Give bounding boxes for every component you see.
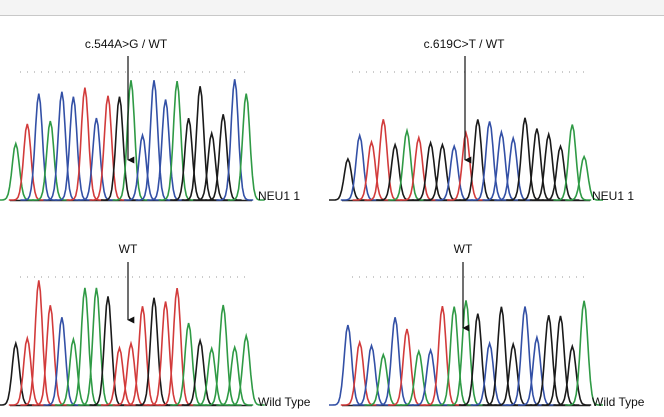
trace-peak [8,123,46,201]
trace-peak [78,117,115,201]
trace-peak [112,80,150,201]
trace-peak [43,91,81,201]
top-bar [0,0,664,15]
sample-label: Wild Type [258,395,311,409]
trace-peak [20,93,58,201]
trace-peak [89,95,127,201]
trace-peak [216,79,254,201]
trace-peak [43,317,81,406]
trace-peak [364,119,403,201]
trace-peak [411,347,450,406]
trace-peak [170,118,208,201]
trace-peak [364,352,403,406]
trace-peak [31,120,69,201]
trace-peak [135,297,173,406]
trace-peak [8,335,46,406]
sample-label: NEU1 1 [258,189,300,203]
trace-peak [470,340,509,406]
trace-peak [352,343,391,406]
trace-peak [0,141,35,201]
trace-peak [158,80,196,201]
trace-peak [494,135,533,201]
trace-peak [124,306,161,406]
trace-peak [506,117,544,201]
trace-peak [101,345,138,406]
trace-peak [0,340,35,406]
sample-label: NEU1 1 [592,189,634,203]
trace-peak [135,80,173,201]
trace-peak [54,336,92,406]
trace-peak [399,348,438,406]
mutation-label: WT [119,242,138,256]
trace-peak [227,332,265,406]
trace-peak [329,157,367,201]
mutation-label: c.619C>T / WT [424,37,505,51]
trace-peak [66,287,104,406]
trace-peak [376,142,414,201]
trace-peak [565,154,603,201]
trace-peak [147,99,184,201]
trace-peak [181,337,219,406]
trace-peak [494,341,533,406]
trace-peak [553,124,592,201]
trace-peak [529,131,568,201]
trace-peak [170,322,208,406]
trace-peak [352,139,391,201]
trace-peak [506,306,544,406]
trace-peak [329,324,367,406]
trace-peak [388,328,426,406]
trace-peak [541,143,580,201]
mutation-label: WT [454,242,473,256]
trace-peak [112,340,150,406]
trace-peak [54,96,92,201]
trace-peak [216,344,254,406]
trace-peak [482,306,521,406]
trace-peak [518,334,556,406]
trace-peak [553,343,592,406]
trace-peak [204,114,242,201]
traces [0,71,603,407]
trace-peak [124,132,161,201]
trace-peak [565,300,603,406]
trace-peak [193,345,231,406]
trace-peak [447,129,485,201]
mutation-label: c.544A>G / WT [85,37,168,51]
sample-label: Wild Type [592,395,645,409]
trace-peak [193,130,231,201]
trace-peak [227,93,265,201]
trace-peak [458,313,497,406]
